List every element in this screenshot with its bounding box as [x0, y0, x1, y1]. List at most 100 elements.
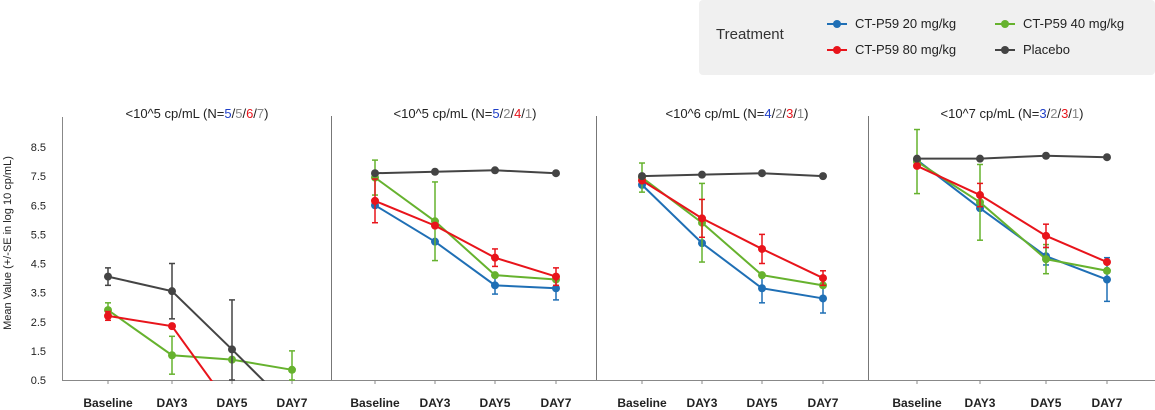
series-ct-p59-20-mg-kg — [638, 180, 827, 314]
series-placebo — [371, 166, 560, 178]
legend-title: Treatment — [716, 26, 784, 43]
panel-title-part: 5 — [235, 106, 242, 121]
series-ct-p59-80-mg-kg — [913, 161, 1111, 267]
panel-title-part: / — [1047, 106, 1051, 121]
y-tick-label: 2.5 — [31, 317, 46, 329]
y-tick-label: 0.5 — [31, 375, 46, 387]
panel-4: <10^7 cp/mL (N=3/2/3/1)Baseline DAY3 DAY5 D… — [892, 106, 1122, 410]
panel-title-part: / — [242, 106, 246, 121]
series-line-placebo — [374, 169, 557, 175]
data-point-ct-p59-80-mg-kg — [976, 191, 984, 200]
legend-label-ct-p59-80: CT-P59 80 mg/kg — [855, 42, 957, 57]
data-point-ct-p59-80-mg-kg — [758, 244, 766, 253]
panel-title-part: 7 — [257, 106, 264, 121]
data-point-ct-p59-20-mg-kg — [819, 294, 827, 303]
data-point-placebo — [698, 170, 706, 179]
panel-title-part: <10^7 cp/mL (N= — [941, 106, 1040, 121]
panel-title-part: 2 — [775, 106, 782, 121]
panel-title-part: 1 — [797, 106, 804, 121]
series-line-ct-p59-40-mg-kg — [641, 176, 824, 287]
legend-item-ct-p59-20: CT-P59 20 mg/kg — [827, 16, 956, 31]
panel-2: <10^5 cp/mL (N=5/2/4/1)Baseline DAY3 DAY5 D… — [350, 106, 571, 410]
series-line-placebo — [641, 172, 824, 178]
data-point-placebo — [1103, 153, 1111, 162]
series-placebo — [104, 262, 266, 381]
legend-swatch-ct-p59-40 — [995, 19, 1015, 29]
panel-1: <10^5 cp/mL (N=5/5/6/7)Baseline DAY3 DAY5 D… — [83, 106, 307, 410]
panel-title-part: / — [772, 106, 776, 121]
panel-title-part: 1 — [525, 106, 532, 121]
panel-title: <10^5 cp/mL (N=5/2/4/1) — [394, 106, 537, 121]
panel-title-part: / — [1057, 106, 1061, 121]
x-tick-label: DAY5 — [480, 396, 511, 410]
x-tick-label: DAY3 — [420, 396, 451, 410]
panel-title: <10^6 cp/mL (N=4/2/3/1) — [666, 106, 809, 121]
panel-title-part: 5 — [224, 106, 231, 121]
y-tick-label: 7.5 — [31, 171, 46, 183]
legend-item-ct-p59-80: CT-P59 80 mg/kg — [827, 42, 956, 57]
series-line-placebo — [107, 275, 266, 381]
legend-item-placebo: Placebo — [995, 42, 1070, 57]
panel-title-part: 2 — [503, 106, 510, 121]
x-tick-label: Baseline — [83, 396, 133, 410]
panel-title-part: ) — [804, 106, 808, 121]
panel-title-part: 4 — [514, 106, 521, 121]
data-point-placebo — [1042, 151, 1050, 160]
panel-title-part: 3 — [786, 106, 793, 121]
y-axis-label: Mean Value (+/-SE in log 10 cp/mL) — [2, 156, 14, 330]
series-line-ct-p59-40-mg-kg — [374, 176, 557, 281]
panel-title: <10^5 cp/mL (N=5/5/6/7) — [126, 106, 269, 121]
legend-item-ct-p59-40: CT-P59 40 mg/kg — [995, 16, 1124, 31]
panel-title-part: 5 — [492, 106, 499, 121]
legend-swatch-placebo — [995, 45, 1015, 55]
panel-title-part: 3 — [1061, 106, 1068, 121]
data-point-ct-p59-40-mg-kg — [758, 271, 766, 280]
series-ct-p59-20-mg-kg — [371, 201, 560, 301]
series-ct-p59-80-mg-kg — [638, 176, 827, 287]
data-point-placebo — [104, 272, 112, 281]
data-point-placebo — [491, 166, 499, 175]
panel-title-part: / — [793, 106, 797, 121]
panel-title-part: 4 — [764, 106, 771, 121]
data-point-ct-p59-80-mg-kg — [698, 214, 706, 223]
y-tick-label: 6.5 — [31, 200, 46, 212]
x-tick-label: DAY5 — [1031, 396, 1062, 410]
series-line-ct-p59-20-mg-kg — [641, 184, 824, 300]
panel-title-part: 2 — [1050, 106, 1057, 121]
data-point-ct-p59-80-mg-kg — [913, 161, 921, 170]
panel-title-part: / — [253, 106, 257, 121]
x-tick-label: DAY7 — [808, 396, 839, 410]
data-point-ct-p59-80-mg-kg — [819, 274, 827, 283]
data-point-ct-p59-80-mg-kg — [1042, 231, 1050, 240]
data-point-ct-p59-80-mg-kg — [371, 196, 379, 205]
y-tick-label: 5.5 — [31, 229, 46, 241]
x-tick-label: Baseline — [892, 396, 942, 410]
data-point-placebo — [638, 172, 646, 181]
panel-title: <10^7 cp/mL (N=3/2/3/1) — [941, 106, 1084, 121]
series-line-ct-p59-20-mg-kg — [916, 159, 1108, 281]
series-ct-p59-40-mg-kg — [104, 302, 296, 381]
data-point-ct-p59-80-mg-kg — [491, 253, 499, 262]
data-point-ct-p59-80-mg-kg — [552, 272, 560, 281]
y-tick-label: 4.5 — [31, 259, 46, 271]
series-line-ct-p59-20-mg-kg — [374, 204, 557, 290]
series-line-ct-p59-40-mg-kg — [107, 309, 293, 371]
x-tick-label: DAY3 — [687, 396, 718, 410]
data-point-ct-p59-20-mg-kg — [491, 281, 499, 290]
series-ct-p59-40-mg-kg — [913, 128, 1111, 275]
x-tick-label: DAY3 — [157, 396, 188, 410]
panel-title-part: / — [782, 106, 786, 121]
data-point-placebo — [552, 169, 560, 178]
data-point-ct-p59-20-mg-kg — [552, 284, 560, 293]
data-point-ct-p59-80-mg-kg — [431, 221, 439, 230]
x-tick-label: DAY7 — [1092, 396, 1123, 410]
legend-label-ct-p59-40: CT-P59 40 mg/kg — [1023, 16, 1125, 31]
x-tick-label: DAY5 — [747, 396, 778, 410]
panel-title-part: <10^6 cp/mL (N= — [666, 106, 765, 121]
data-point-ct-p59-40-mg-kg — [288, 365, 296, 374]
panel-title-part: / — [510, 106, 514, 121]
x-tick-label: DAY7 — [277, 396, 308, 410]
legend-swatch-ct-p59-80 — [827, 45, 847, 55]
series-placebo — [638, 169, 827, 181]
